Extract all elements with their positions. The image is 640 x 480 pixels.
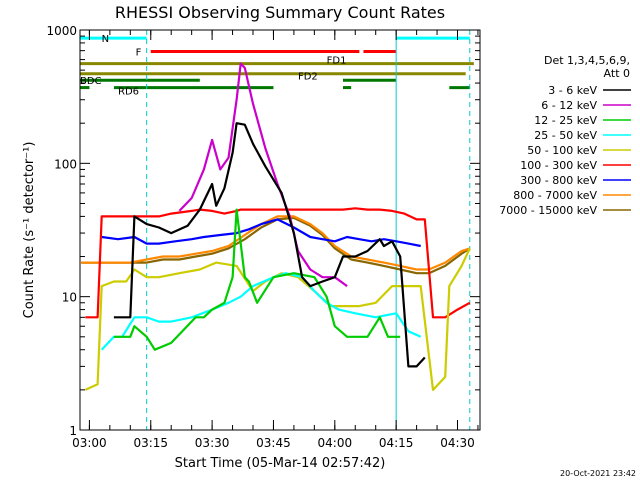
series-line-3-6-kev	[113, 122, 426, 368]
plot-frame	[79, 29, 481, 431]
x-tick-label: 03:45	[256, 436, 291, 450]
y-axis: 1 10 100 1000	[46, 24, 480, 438]
state-bar-label-rd6: RD6	[118, 87, 139, 98]
x-tick-label: 04:30	[440, 436, 475, 450]
vertical-markers	[146, 30, 471, 430]
series-line-25-50-kev	[100, 272, 422, 351]
legend-label: 25 - 50 keV	[534, 129, 597, 142]
legend-label: 300 - 800 keV	[520, 174, 597, 187]
series-line-12-25-kev	[113, 208, 401, 351]
x-tick-label: 03:30	[195, 436, 230, 450]
series-line-6-12-kev	[178, 62, 348, 287]
x-tick-label: 04:00	[318, 436, 353, 450]
x-tick-label: 04:15	[379, 436, 414, 450]
x-tick-label: 03:15	[133, 436, 168, 450]
legend: Det 1,3,4,5,6,9,Att 0 3 - 6 keV 6 - 12 keV…	[499, 54, 631, 217]
x-tick-label: 03:00	[72, 436, 107, 450]
series-lines	[81, 62, 471, 391]
legend-header: Det 1,3,4,5,6,9,	[544, 54, 630, 67]
legend-label: 800 - 7000 keV	[513, 189, 597, 202]
chart-title: RHESSI Observing Summary Count Rates	[115, 3, 445, 22]
y-tick-label: 100	[54, 157, 77, 171]
state-bar-label-n: N	[102, 34, 109, 45]
legend-label: 3 - 6 keV	[548, 84, 597, 97]
series-line-300-800-kev	[101, 218, 421, 248]
y-axis-title: Count Rate (s⁻¹ detector⁻¹)	[22, 142, 37, 319]
y-tick-label: 10	[62, 291, 77, 305]
legend-label: 6 - 12 keV	[541, 99, 597, 112]
state-bars	[80, 36, 474, 90]
state-bar-label-bdc: BDC	[80, 76, 102, 87]
legend-label: 12 - 25 keV	[534, 114, 597, 127]
state-bar-label-fd2: FD2	[298, 72, 318, 83]
date-stamp: 20-Oct-2021 23:42	[560, 469, 636, 478]
legend-header: Att 0	[604, 67, 630, 80]
x-axis: 03:00 03:15 03:30 03:45 04:00 04:15 04:30	[72, 30, 479, 450]
series-line-7000-15000-kev	[81, 216, 471, 275]
state-bar-label-fd1: FD1	[327, 56, 347, 67]
state-bar-label-f: F	[136, 47, 142, 58]
legend-label: 100 - 300 keV	[520, 159, 597, 172]
legend-label: 7000 - 15000 keV	[499, 204, 597, 217]
series-line-800-7000-kev	[81, 215, 471, 271]
x-axis-title: Start Time (05-Mar-14 02:57:42)	[175, 456, 386, 471]
y-tick-label: 1000	[46, 24, 77, 38]
y-tick-label: 1	[69, 424, 77, 438]
legend-label: 50 - 100 keV	[527, 144, 597, 157]
